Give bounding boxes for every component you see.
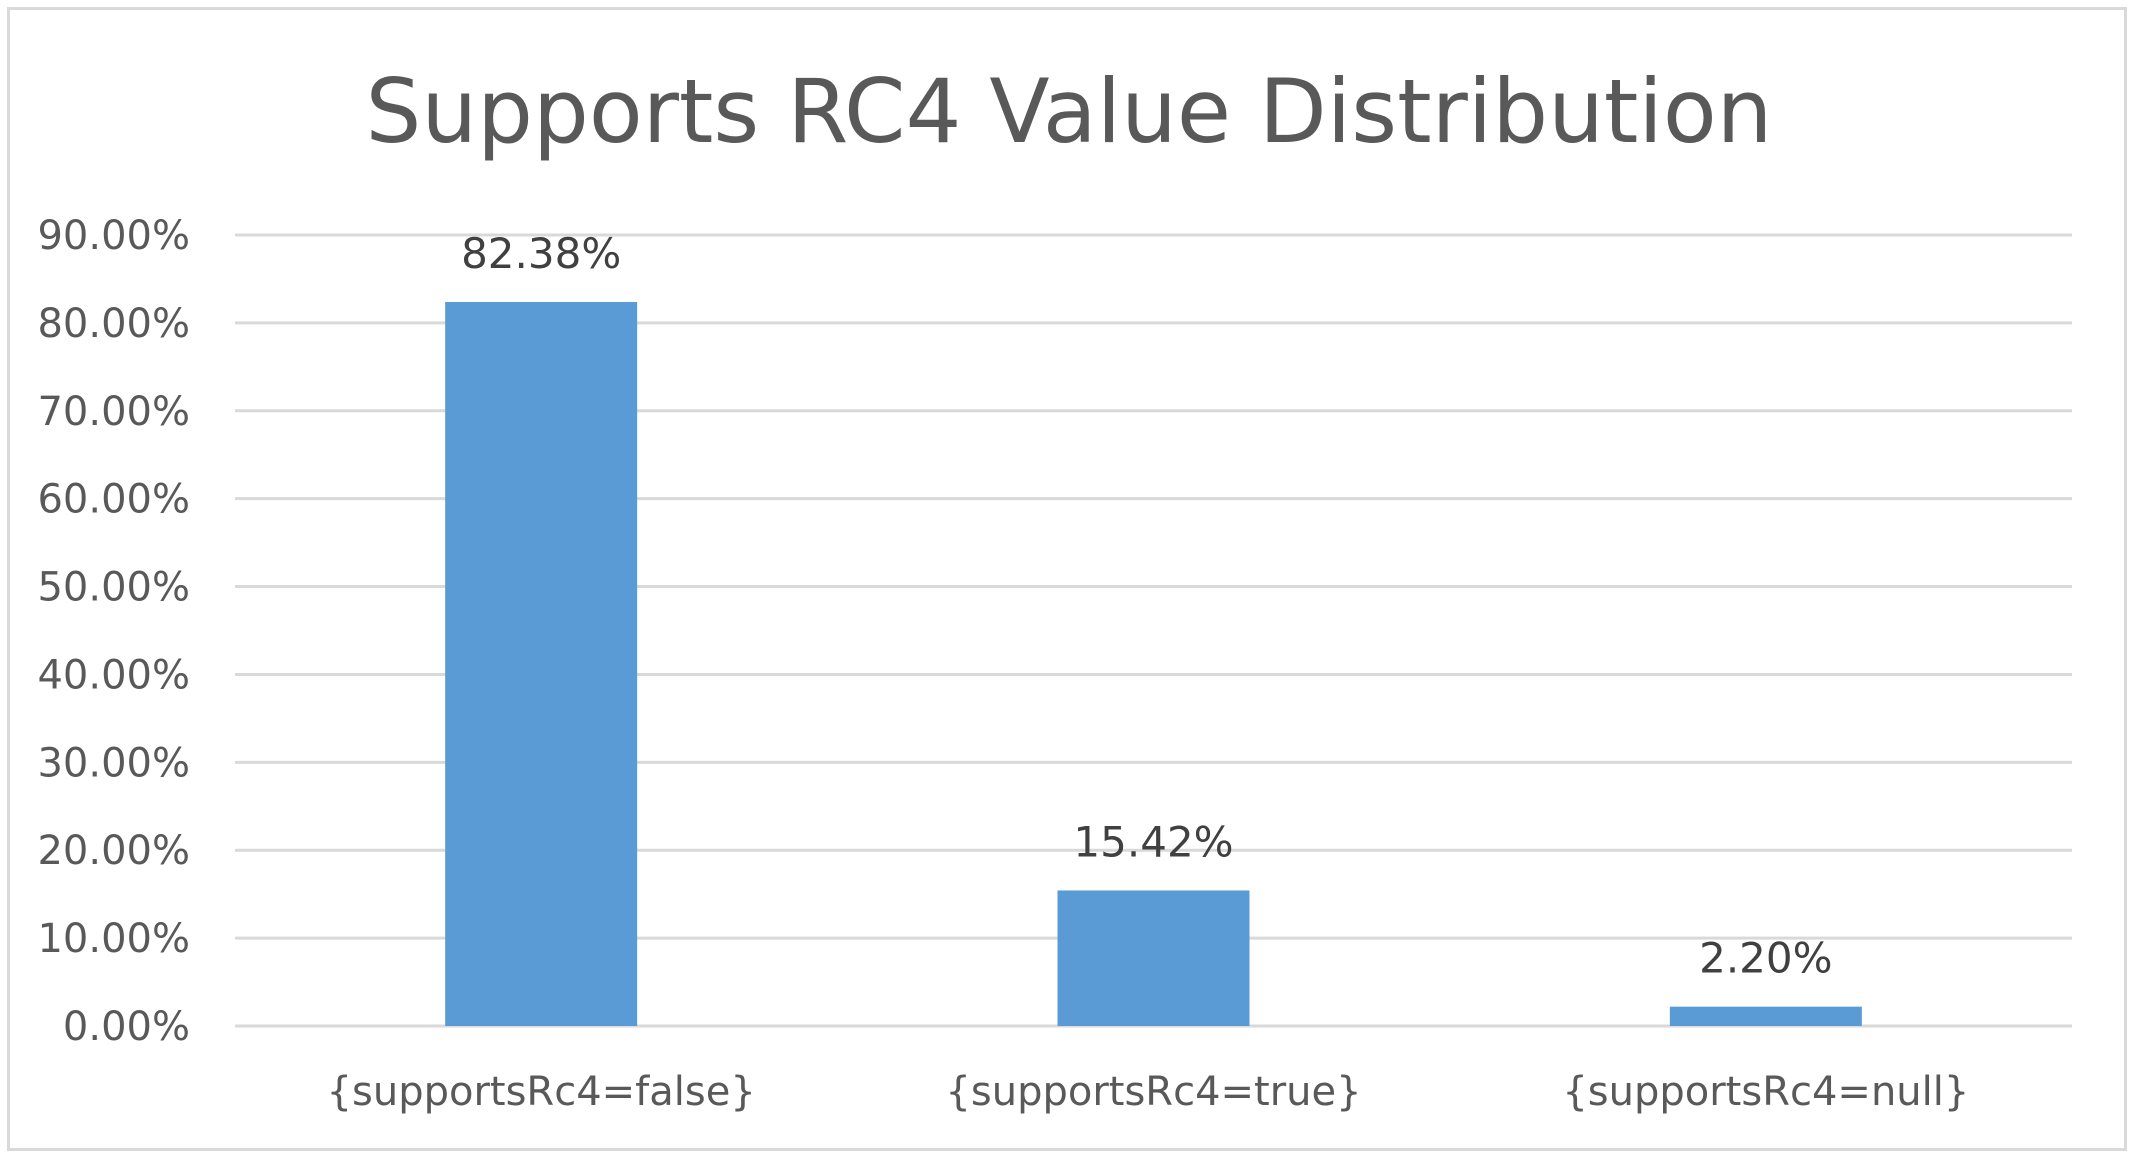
y-tick-label: 70.00%: [37, 389, 190, 435]
data-label: 15.42%: [1073, 817, 1233, 866]
bar: [1057, 890, 1250, 1026]
x-axis-category-labels: {supportsRc4=false} {supportsRc4=true} {su…: [327, 1069, 1970, 1115]
category-label: {supportsRc4=null}: [1562, 1069, 1969, 1115]
y-tick-label: 10.00%: [37, 916, 190, 962]
chart-title: Supports RC4 Value Distribution: [366, 60, 1773, 163]
y-tick-label: 90.00%: [37, 213, 190, 259]
y-tick-label: 80.00%: [37, 301, 190, 347]
y-tick-label: 20.00%: [37, 828, 190, 874]
bars: [445, 301, 1862, 1027]
y-tick-label: 40.00%: [37, 652, 190, 698]
data-labels: 82.38% 15.42% 2.20%: [461, 229, 1832, 983]
y-tick-label: 30.00%: [37, 740, 190, 786]
data-label: 82.38%: [461, 229, 621, 278]
y-tick-label: 60.00%: [37, 477, 190, 523]
category-label: {supportsRc4=true}: [945, 1069, 1361, 1115]
y-tick-label: 0.00%: [63, 1004, 190, 1050]
y-tick-label: 50.00%: [37, 565, 190, 611]
data-label: 2.20%: [1699, 934, 1832, 983]
bar: [445, 301, 638, 1027]
y-axis-tick-labels: 0.00% 10.00% 20.00% 30.00% 40.00% 50.00% 60.00…: [37, 213, 190, 1050]
bar: [1669, 1006, 1862, 1026]
category-label: {supportsRc4=false}: [327, 1069, 756, 1115]
